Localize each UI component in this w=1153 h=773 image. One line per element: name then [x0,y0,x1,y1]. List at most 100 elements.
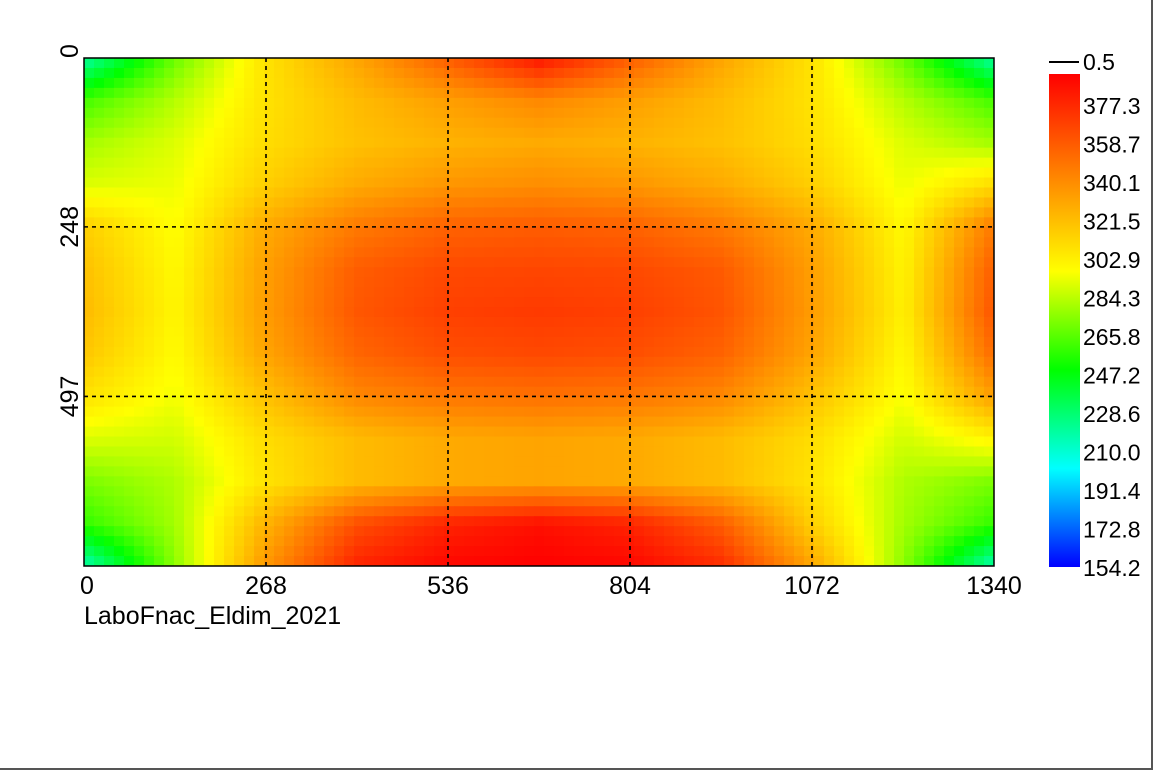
heatmap-cell [834,476,845,487]
heatmap-cell [894,137,905,149]
heatmap-cell [544,466,555,477]
heatmap-cell [784,506,795,517]
heatmap-cell [134,536,145,547]
heatmap-cell [464,97,475,109]
heatmap-cell [644,416,655,428]
heatmap-cell [714,187,725,199]
heatmap-cell [794,217,805,228]
heatmap-cell [924,506,935,517]
heatmap-cell [844,177,855,189]
heatmap-cell [214,386,225,398]
heatmap-cell [764,426,775,438]
heatmap-cell [204,426,215,438]
heatmap-cell [704,127,715,139]
heatmap-cell [284,167,295,179]
heatmap-cell [314,207,325,218]
heatmap-cell [774,58,785,69]
heatmap-cell [854,87,865,99]
heatmap-cell [194,356,205,368]
heatmap-cell [124,58,135,69]
heatmap-cell [124,267,135,278]
heatmap-cell [924,466,935,477]
heatmap-cell [294,67,305,79]
heatmap-cell [534,336,545,348]
heatmap-cell [314,197,325,209]
heatmap-cell [594,97,605,109]
heatmap-cell [924,396,935,408]
heatmap-cell [344,406,355,418]
heatmap-cell [524,446,535,458]
heatmap-cell [164,287,175,298]
heatmap-cell [904,476,915,487]
heatmap-cell [464,386,475,398]
heatmap-cell [794,466,805,477]
heatmap-cell [674,446,685,458]
heatmap-cell [304,326,315,338]
heatmap-cell [234,307,245,318]
heatmap-cell [334,97,345,109]
heatmap-cell [844,476,855,487]
heatmap-cell [974,356,985,368]
heatmap-cell [714,87,725,99]
heatmap-cell [734,486,745,497]
heatmap-cell [334,416,345,428]
heatmap-cell [724,97,735,109]
heatmap-cell [614,426,625,438]
heatmap-cell [654,207,665,218]
heatmap-cell [114,257,125,268]
heatmap-cell [614,177,625,189]
heatmap-cell [304,257,315,268]
heatmap-cell [814,77,825,89]
heatmap-cell [454,426,465,438]
heatmap-cell [214,287,225,298]
heatmap-cell [494,386,505,398]
heatmap-cell [134,197,145,209]
heatmap-cell [954,396,965,408]
heatmap-cell [184,117,195,129]
heatmap-cell [164,366,175,378]
heatmap-cell [904,406,915,418]
heatmap-cell [594,486,605,497]
heatmap-cell [344,466,355,477]
heatmap-cell [444,87,455,99]
heatmap-cell [284,376,295,388]
heatmap-cell [834,386,845,398]
heatmap-cell [204,396,215,408]
heatmap-cell [124,177,135,189]
heatmap-cell [174,496,185,507]
heatmap-cell [984,366,994,378]
heatmap-cell [404,87,415,99]
heatmap-cell [424,227,435,238]
heatmap-cell [184,167,195,179]
heatmap-cell [284,267,295,278]
heatmap-cell [724,127,735,139]
heatmap-cell [134,207,145,218]
heatmap-cell [154,426,165,438]
heatmap-cell [854,267,865,278]
heatmap-cell [814,247,825,258]
heatmap-cell [564,386,575,398]
heatmap-cell [694,247,705,258]
heatmap-cell [824,147,835,159]
heatmap-cell [494,406,505,418]
heatmap-cell [764,67,775,79]
heatmap-cell [104,436,115,448]
heatmap-cell [154,536,165,547]
heatmap-cell [374,187,385,199]
heatmap-cell [404,267,415,278]
heatmap-cell [404,277,415,288]
heatmap-cell [844,546,855,557]
heatmap-cell [174,486,185,497]
heatmap-cell [404,396,415,408]
heatmap-cell [794,346,805,358]
heatmap-cell [264,546,275,557]
heatmap-cell [284,147,295,159]
heatmap-cell [774,556,785,566]
heatmap-cell [424,207,435,218]
heatmap-cell [434,107,445,119]
heatmap-cell [104,466,115,477]
heatmap-cell [544,356,555,368]
heatmap-cell [264,127,275,139]
heatmap-cell [244,87,255,99]
heatmap-cell [94,416,105,428]
